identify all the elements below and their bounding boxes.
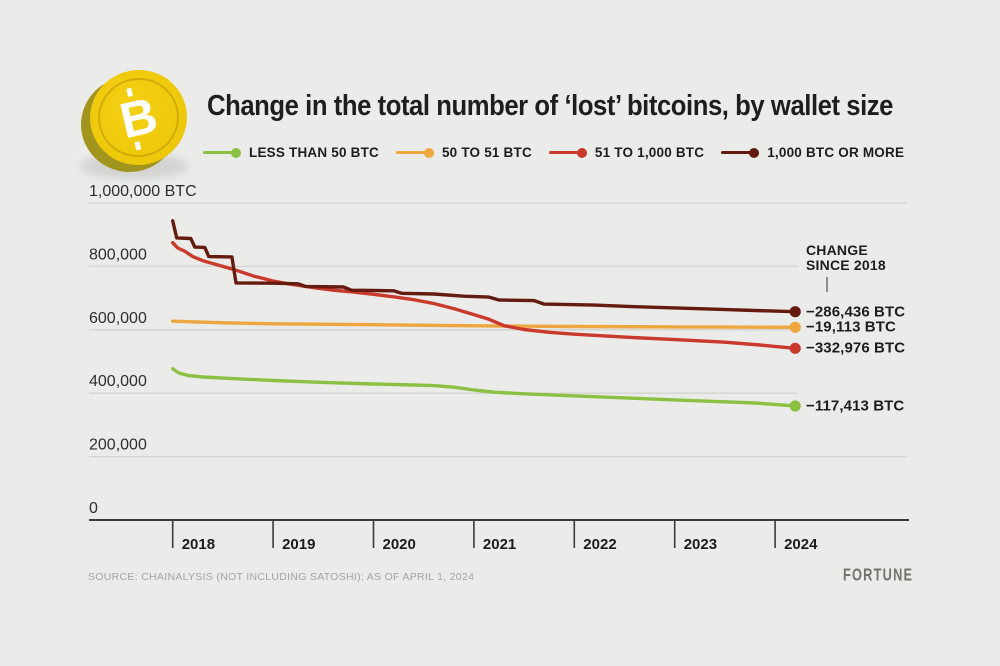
change-value-50-to-51-btc: −19,113 BTC [806, 318, 896, 336]
fortune-logo: FORTUNE [843, 566, 914, 586]
change-value-51-to-1-000-btc: −332,976 BTC [806, 339, 906, 357]
y-axis-label: 600,000 [89, 310, 147, 327]
y-axis-label: 1,000,000 BTC [89, 183, 197, 200]
annotation-pointer-line [826, 277, 828, 292]
legend-line-dot-icon [721, 147, 760, 158]
change-value-1-000-btc-or-more: −286,436 BTC [806, 303, 906, 321]
y-axis-label: 200,000 [89, 437, 147, 454]
legend-item-50-to-51-btc: 50 TO 51 BTC [395, 145, 532, 160]
legend-item-1-000-btc-or-more: 1,000 BTC OR MORE [721, 145, 904, 160]
x-axis-label: 2018 [182, 536, 215, 553]
source-credit: SOURCE: CHAINALYSIS (NOT INCLUDING SATOS… [88, 571, 475, 583]
series-end-dot [789, 306, 801, 318]
series-line-50-to-51-btc [170, 319, 797, 329]
y-axis-label: 0 [89, 500, 98, 517]
legend-label: LESS THAN 50 BTC [249, 145, 379, 160]
x-axis-label: 2019 [282, 536, 315, 553]
legend-item-51-to-1-000-btc: 51 TO 1,000 BTC [548, 145, 705, 160]
change-value-less-than-50-btc: −117,413 BTC [806, 397, 905, 415]
x-axis-label: 2020 [383, 536, 416, 553]
change-header-line1: CHANGE [806, 242, 868, 258]
legend-label: 51 TO 1,000 BTC [594, 145, 705, 160]
series-line-1-000-btc-or-more [170, 219, 797, 314]
legend-line-dot-icon [203, 147, 241, 158]
legend-line-dot-icon [548, 147, 587, 158]
series-end-dot [789, 400, 801, 412]
legend-label: 50 TO 51 BTC [441, 145, 532, 160]
x-axis-label: 2022 [583, 536, 616, 553]
series-end-dot [789, 321, 801, 333]
series-line-less-than-50-btc [170, 367, 797, 408]
legend-item-less-than-50-btc: LESS THAN 50 BTC [203, 145, 379, 160]
y-axis-label: 400,000 [89, 373, 147, 390]
legend-line-dot-icon [395, 147, 434, 158]
change-since-2018-header: CHANGE SINCE 2018 [806, 243, 886, 273]
legend-label: 1,000 BTC OR MORE [767, 145, 905, 160]
bitcoin-coin-illustration: B [74, 60, 204, 181]
x-axis-label: 2021 [483, 536, 516, 553]
series-end-dot [789, 342, 801, 354]
chart-legend: LESS THAN 50 BTC 50 TO 51 BTC 51 TO 1,000 … [203, 145, 904, 160]
page-title: Change in the total number of ‘lost’ bit… [207, 90, 894, 122]
series-line-51-to-1-000-btc [170, 240, 797, 350]
y-axis-label: 800,000 [89, 246, 147, 263]
x-axis-label: 2023 [684, 536, 717, 553]
change-header-line2: SINCE 2018 [806, 257, 886, 273]
x-axis-label: 2024 [784, 536, 818, 553]
